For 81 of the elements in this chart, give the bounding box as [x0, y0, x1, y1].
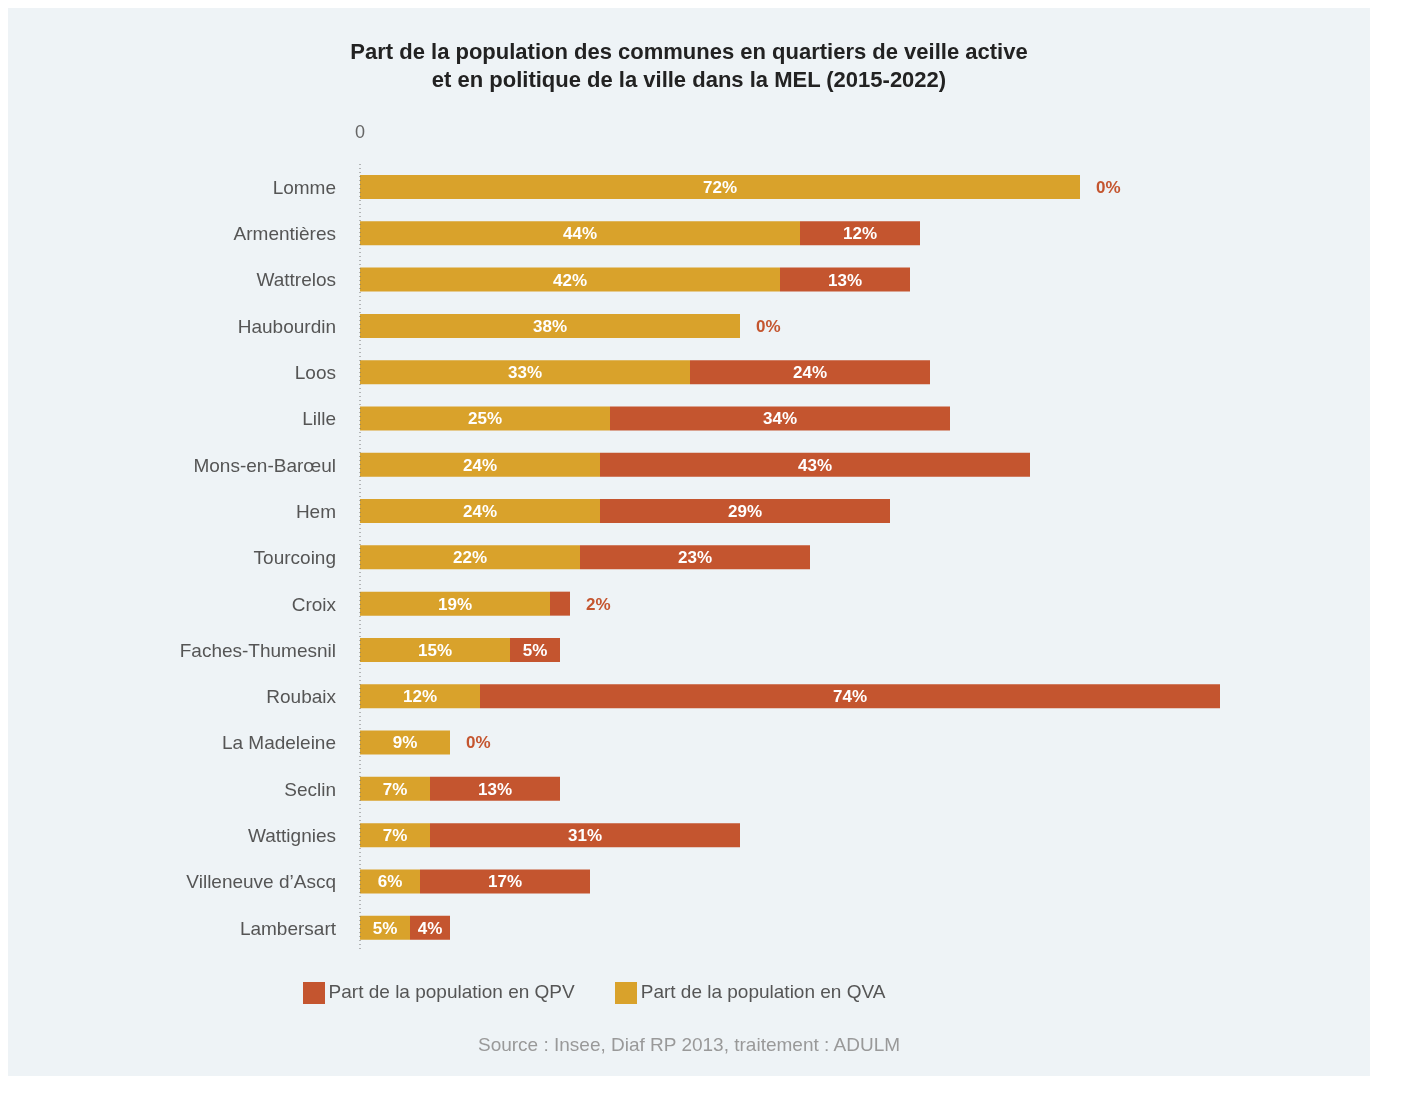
data-label: 72%	[702, 177, 738, 197]
bar	[360, 175, 1080, 199]
data-label: 0%	[466, 733, 491, 753]
bar	[550, 591, 570, 616]
data-label: 5%	[522, 640, 548, 660]
legend-label: Part de la population en QVA	[640, 981, 886, 1003]
data-label: 15%	[417, 640, 453, 660]
data-label: 4%	[417, 918, 443, 938]
y-tick-label: Wattrelos	[256, 269, 336, 291]
bar	[600, 499, 890, 524]
data-label: 23%	[677, 548, 713, 568]
bar	[600, 452, 1030, 477]
bar	[480, 684, 1220, 709]
bar	[360, 267, 780, 292]
bar	[360, 313, 740, 338]
data-label: 7%	[382, 826, 408, 846]
data-label: 0%	[1096, 177, 1121, 197]
y-tick-label: Villeneuve d’Ascq	[186, 871, 336, 893]
bar	[360, 406, 610, 431]
data-label: 6%	[377, 872, 403, 892]
bar	[430, 776, 560, 801]
bar	[360, 684, 480, 709]
bar	[360, 221, 800, 246]
y-tick-label: Armentières	[233, 223, 336, 245]
data-label: 74%	[832, 687, 868, 707]
bar	[360, 499, 600, 524]
bar	[690, 360, 930, 385]
data-label: 44%	[562, 224, 598, 244]
bar	[580, 545, 810, 570]
data-label: 12%	[842, 224, 878, 244]
y-tick-label: La Madeleine	[221, 732, 336, 754]
data-label: 34%	[762, 409, 798, 429]
y-tick-label: Roubaix	[266, 686, 337, 708]
y-tick-label: Seclin	[284, 778, 336, 800]
bar	[800, 221, 920, 246]
y-tick-label: Mons-en-Barœul	[193, 454, 336, 476]
data-label: 25%	[467, 409, 503, 429]
bar	[430, 823, 740, 848]
data-label: 22%	[452, 548, 488, 568]
data-label: 24%	[462, 455, 498, 475]
data-label: 12%	[402, 687, 438, 707]
data-label: 29%	[727, 502, 763, 522]
y-tick-label: Tourcoing	[253, 547, 336, 569]
y-tick-label: Wattignies	[248, 825, 336, 847]
data-label: 42%	[552, 270, 588, 290]
data-label: 31%	[567, 826, 603, 846]
data-label: 38%	[532, 316, 568, 336]
bar	[360, 360, 690, 385]
y-tick-label: Hem	[295, 500, 336, 522]
y-tick-label: Faches-Thumesnil	[179, 639, 336, 661]
y-tick-label: Lomme	[272, 176, 336, 198]
bar	[610, 406, 950, 431]
bar	[420, 869, 590, 894]
source-note: Source : Insee, Diaf RP 2013, traitement : ADULM	[476, 1034, 902, 1056]
data-label: 2%	[586, 594, 611, 614]
data-label: 0%	[756, 316, 781, 336]
data-label: 5%	[372, 918, 398, 938]
data-label: 43%	[797, 455, 833, 475]
data-label: 33%	[507, 363, 543, 383]
y-tick-label: Croix	[291, 593, 337, 615]
bar	[360, 545, 580, 570]
y-tick-label: Lille	[302, 408, 336, 430]
data-label: 13%	[827, 270, 863, 290]
data-label: 24%	[462, 502, 498, 522]
data-label: 7%	[382, 779, 408, 799]
y-tick-label: Loos	[294, 362, 336, 384]
bar	[360, 637, 510, 662]
data-label: 13%	[477, 779, 513, 799]
data-label: 24%	[792, 363, 828, 383]
bar	[360, 591, 550, 616]
data-label: 17%	[487, 872, 523, 892]
text: 0	[354, 122, 366, 142]
y-tick-label: Haubourdin	[237, 315, 336, 337]
y-tick-label: Lambersart	[239, 917, 337, 939]
chart-title: Part de la population des communes en quartiers de veille active et en politique de la ville dans la MEL (2015-2022)	[349, 38, 1029, 94]
data-label: 9%	[392, 733, 418, 753]
bar	[360, 730, 450, 755]
bar	[780, 267, 910, 292]
legend-label: Part de la population en QPV	[328, 981, 575, 1003]
data-label: 19%	[437, 594, 473, 614]
bar	[360, 452, 600, 477]
